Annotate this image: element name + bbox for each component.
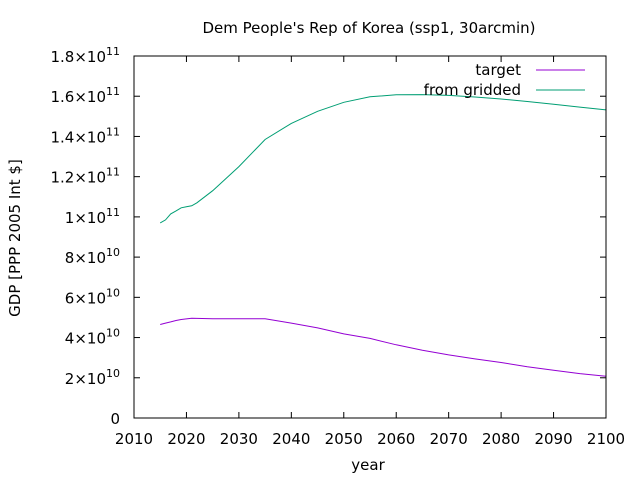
legend-label: from gridded	[424, 81, 521, 99]
series-line-target	[160, 317, 607, 377]
x-tick-label: 2070	[430, 430, 468, 448]
y-tick-mantissa: 4×10	[65, 330, 106, 348]
y-tick-exponent: 10	[106, 327, 120, 340]
y-tick-exponent: 11	[106, 206, 120, 219]
x-tick-label: 2050	[325, 430, 363, 448]
x-tick-label: 2080	[482, 430, 520, 448]
y-tick-label: 8×1010	[65, 246, 120, 267]
x-tick-label: 2020	[167, 430, 205, 448]
y-tick-mantissa: 0	[110, 410, 120, 428]
y-tick-exponent: 11	[106, 125, 120, 138]
y-tick-exponent: 11	[106, 166, 120, 179]
y-tick-label: 6×1010	[65, 286, 120, 307]
y-tick-mantissa: 6×10	[65, 289, 106, 307]
y-tick-mantissa: 2×10	[65, 370, 106, 388]
x-axis-label: year	[351, 456, 385, 474]
y-tick-label: 1.2×1011	[50, 166, 120, 187]
legend-label: target	[475, 61, 521, 79]
y-tick-exponent: 11	[106, 85, 120, 98]
plot-area-border	[133, 55, 607, 419]
chart-title: Dem People's Rep of Korea (ssp1, 30arcmi…	[202, 19, 535, 37]
y-tick-mantissa: 1.8×10	[50, 48, 106, 66]
y-tick-exponent: 10	[106, 286, 120, 299]
y-tick-exponent: 11	[106, 45, 120, 58]
y-tick-mantissa: 1.4×10	[50, 128, 106, 146]
y-axis-label: GDP [PPP 2005 Int $]	[6, 159, 24, 317]
y-tick-label: 1.4×1011	[50, 125, 120, 146]
x-tick-label: 2060	[377, 430, 415, 448]
y-tick-label: 1.8×1011	[50, 45, 120, 66]
y-tick-label: 0	[110, 410, 120, 428]
y-tick-mantissa: 1.2×10	[50, 169, 106, 187]
y-tick-mantissa: 8×10	[65, 249, 106, 267]
x-tick-label: 2030	[220, 430, 258, 448]
y-tick-label: 1×1011	[65, 206, 120, 227]
legend: target from gridded	[424, 61, 585, 99]
y-tick-mantissa: 1.6×10	[50, 88, 106, 106]
x-tick-label: 2010	[115, 430, 153, 448]
y-tick-label: 1.6×1011	[50, 85, 120, 106]
x-tick-label: 2100	[587, 430, 625, 448]
y-tick-label: 2×1010	[65, 367, 120, 388]
y-tick-exponent: 10	[106, 367, 120, 380]
y-tick-label: 4×1010	[65, 327, 120, 348]
series-line-from-gridded	[159, 94, 607, 224]
x-tick-label: 2090	[534, 430, 572, 448]
y-tick-mantissa: 1×10	[65, 209, 106, 227]
x-tick-label: 2040	[272, 430, 310, 448]
y-tick-exponent: 10	[106, 246, 120, 259]
